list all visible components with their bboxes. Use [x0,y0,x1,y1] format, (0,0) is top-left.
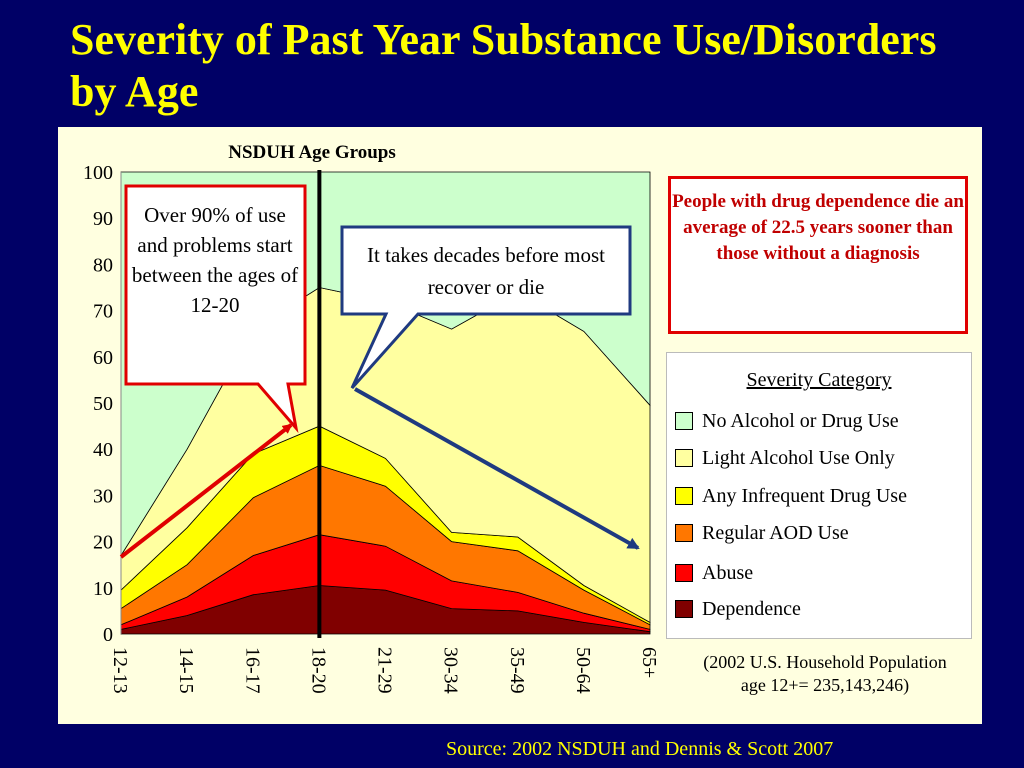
legend-item-light-alcohol: Light Alcohol Use Only [675,447,895,469]
legend-item-regular-aod: Regular AOD Use [675,522,849,544]
onset-callout [124,184,307,434]
y-tick-label: 30 [93,485,113,507]
onset-callout-text: Over 90% of use and problems start betwe… [131,203,299,317]
x-tick-label: 65+ [638,647,660,678]
legend-item-dependence: Dependence [675,598,801,620]
y-tick-label: 0 [103,624,113,646]
legend-swatch [675,524,693,542]
y-tick-label: 90 [93,208,113,230]
recovery-callout [340,225,632,389]
legend-label: Any Infrequent Drug Use [702,484,907,507]
y-tick-label: 40 [93,439,113,461]
legend-label: Dependence [702,597,801,620]
legend-label: No Alcohol or Drug Use [702,409,899,432]
y-tick-label: 60 [93,347,113,369]
y-tick-label: 10 [93,578,113,600]
recovery-arrow [354,387,640,550]
x-tick-label: 14-15 [175,647,197,694]
x-tick-label: 30-34 [440,647,462,694]
chart-title: NSDUH Age Groups [228,142,396,163]
legend-swatch [675,487,693,505]
x-tick-label: 12-13 [109,647,131,694]
y-tick-label: 70 [93,301,113,323]
population-note: (2002 U.S. Household Population age 12+=… [703,652,947,695]
legend-label: Abuse [702,561,754,584]
y-tick-label: 20 [93,532,113,554]
legend-swatch [675,449,693,467]
recovery-callout-text: It takes decades before most recover or … [367,243,605,299]
onset-arrow [119,423,293,559]
legend: Severity Category No Alcohol or Drug Use… [666,352,972,639]
y-tick-label: 50 [93,393,113,415]
legend-label: Light Alcohol Use Only [702,446,895,469]
legend-item-abuse: Abuse [675,562,753,584]
annotation-arrows [119,387,640,559]
x-tick-label: 50-64 [572,647,594,694]
x-tick-label: 35-49 [506,647,528,694]
legend-title: Severity Category [746,369,892,391]
legend-item-infrequent-drug: Any Infrequent Drug Use [675,485,907,507]
x-tick-label: 18-20 [307,647,329,694]
x-tick-label: 16-17 [241,647,263,694]
y-tick-label: 100 [83,162,113,184]
source-citation: Source: 2002 NSDUH and Dennis & Scott 20… [446,738,834,760]
y-tick-label: 80 [93,254,113,276]
legend-item-no-use: No Alcohol or Drug Use [675,410,899,432]
legend-swatch [675,412,693,430]
legend-label: Regular AOD Use [702,521,849,544]
legend-swatch [675,600,693,618]
slide-title: Severity of Past Year Substance Use/Diso… [70,15,937,116]
x-tick-label: 21-29 [374,647,396,694]
legend-swatch [675,564,693,582]
mortality-callout: People with drug dependence die an avera… [668,176,968,334]
